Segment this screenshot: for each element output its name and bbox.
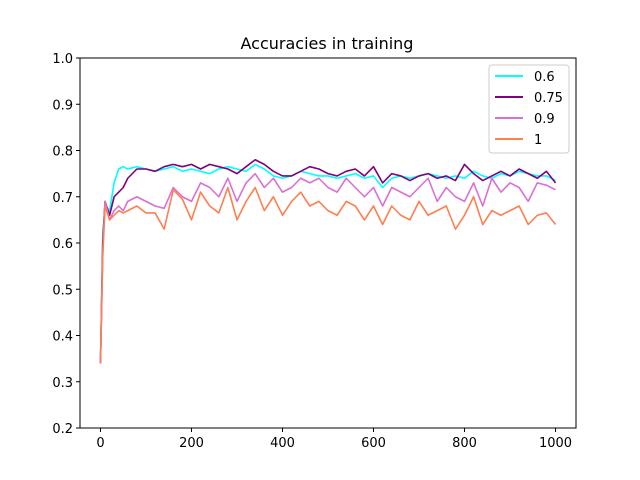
y-tick-label: 0.7 [52,191,73,206]
legend: 0.6 0.75 0.9 1 [488,64,570,154]
x-tick-label: 800 [452,436,477,451]
series-line-0-75 [99,158,557,364]
legend-label: 0.9 [534,112,555,127]
chart-title: Accuracies in training [241,34,414,53]
x-tick-label: 1000 [539,436,572,451]
y-tick-label: 0.8 [52,145,73,160]
x-tick-label: 200 [179,436,204,451]
y-tick-label: 0.4 [52,330,73,345]
x-axis: 0 200 400 600 800 1000 [96,428,572,451]
series-line-0-9 [99,172,556,364]
x-tick-label: 0 [96,436,104,451]
y-axis: 0.2 0.3 0.4 0.5 0.6 0.7 0.8 0.9 1.0 [52,52,80,437]
legend-box [488,64,570,154]
y-tick-label: 0.9 [52,98,73,113]
series-line-1 [99,186,557,364]
legend-label: 0.75 [534,91,563,106]
y-tick-label: 1.0 [52,52,73,67]
y-tick-label: 0.6 [52,237,73,252]
y-tick-label: 0.2 [52,422,73,437]
legend-label: 1 [534,133,542,148]
plot-area [99,158,557,364]
x-tick-label: 400 [270,436,295,451]
legend-label: 0.6 [534,70,555,85]
x-tick-label: 600 [361,436,386,451]
y-tick-label: 0.3 [52,376,73,391]
y-tick-label: 0.5 [52,283,73,298]
